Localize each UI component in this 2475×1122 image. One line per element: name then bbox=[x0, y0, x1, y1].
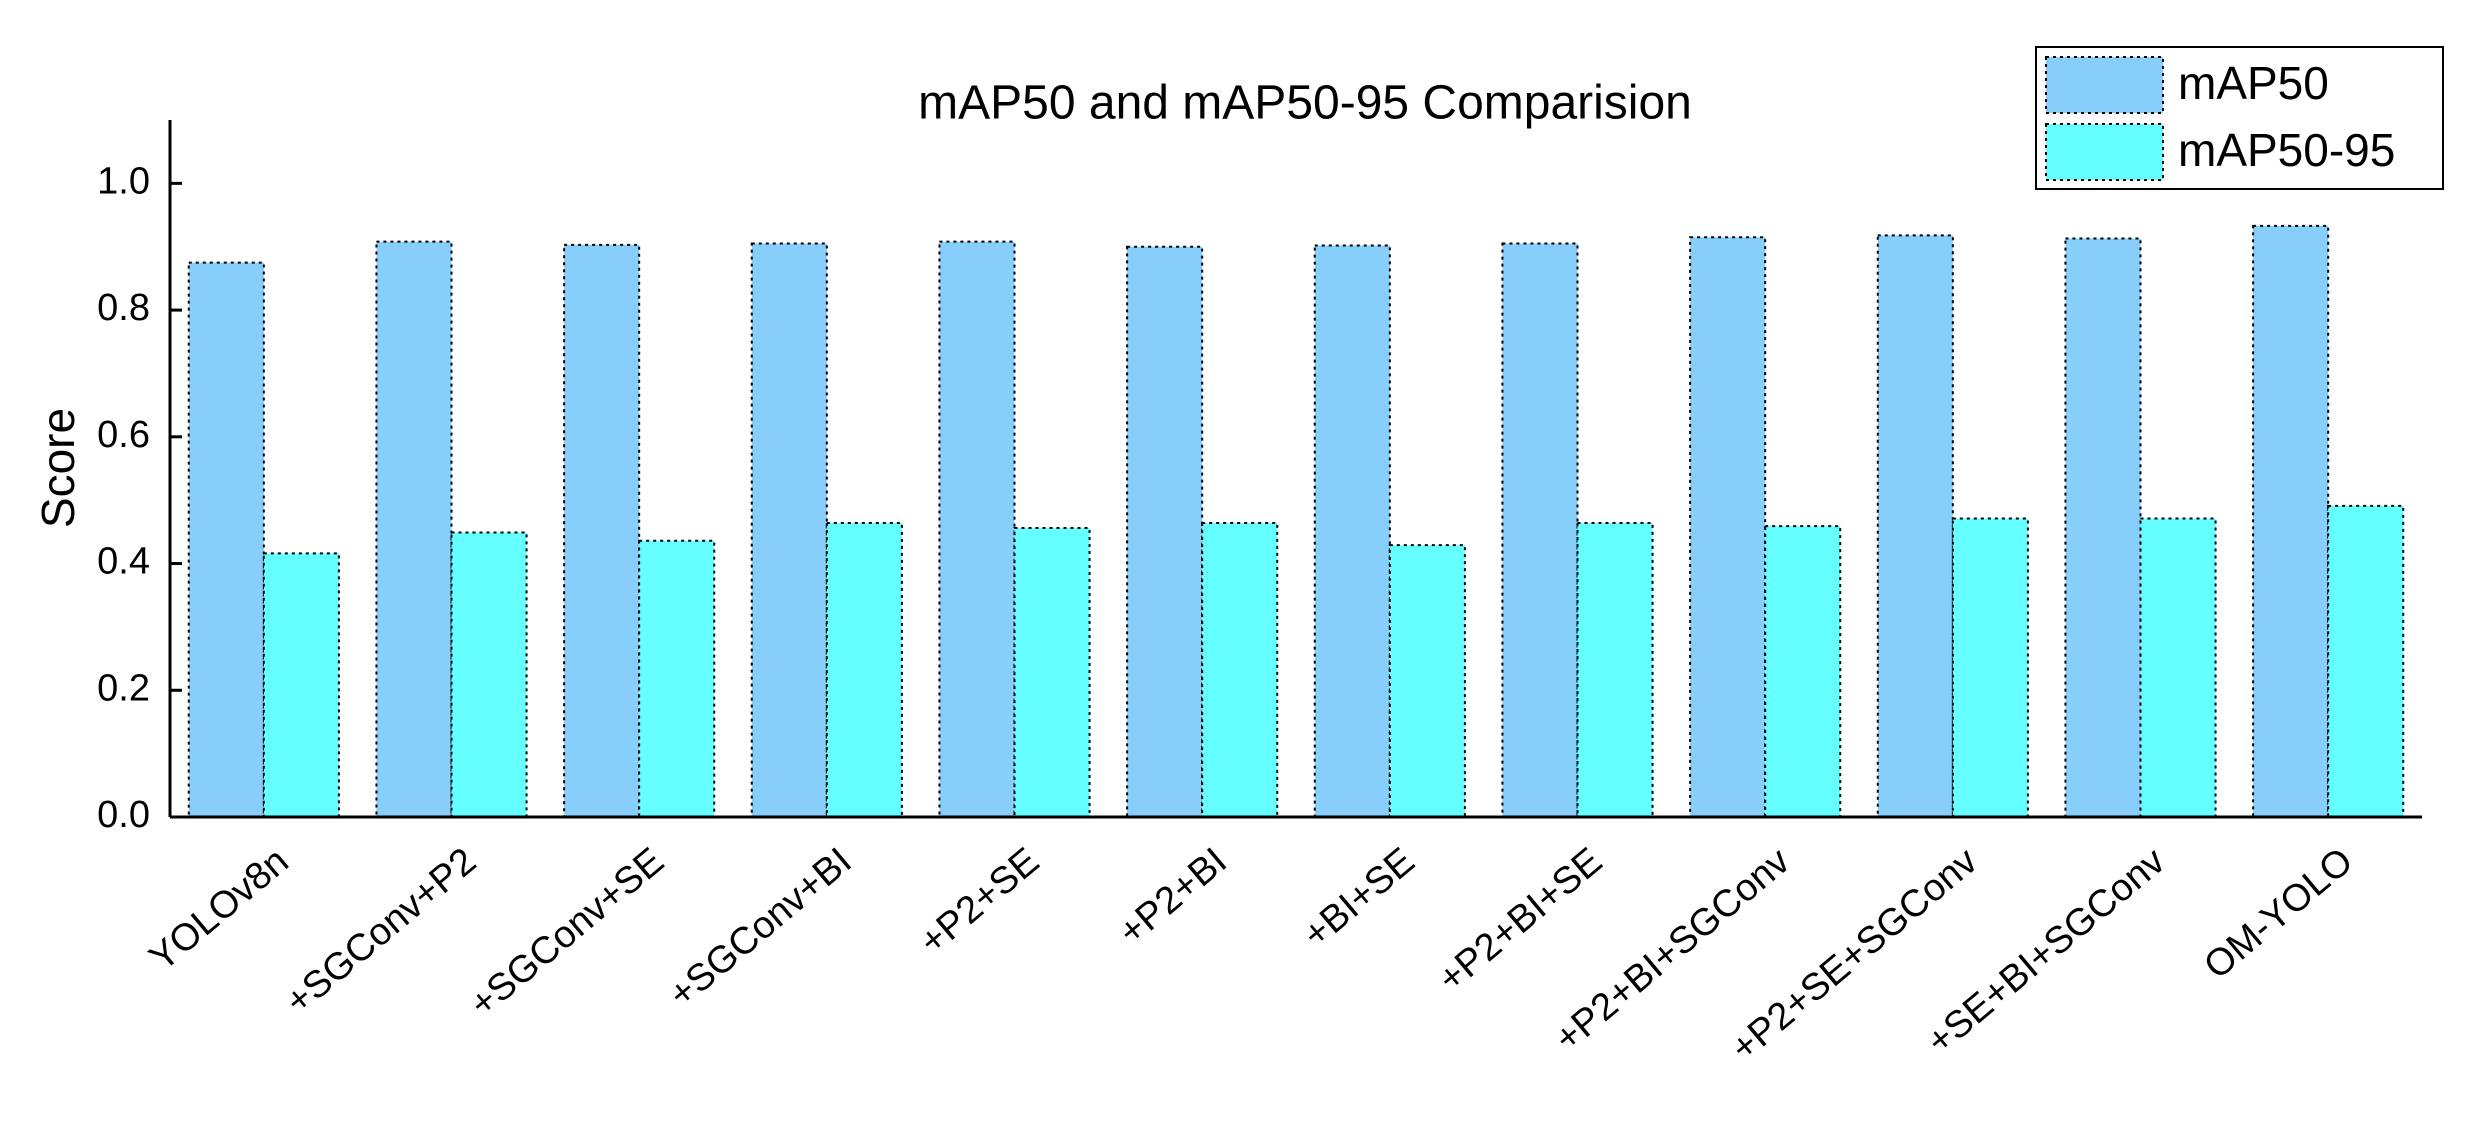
y-tick-label: 0.2 bbox=[97, 667, 150, 709]
x-tick-label: YOLOv8n bbox=[142, 840, 297, 979]
bar bbox=[1764, 525, 1842, 818]
bar bbox=[1201, 521, 1279, 818]
y-tick-label: 0.4 bbox=[97, 541, 150, 583]
x-tick-label: +BI+SE bbox=[1295, 840, 1422, 956]
y-tick-label: 0.6 bbox=[97, 414, 150, 456]
x-tick-label: +P2+BI+SE bbox=[1430, 840, 1610, 1001]
bar bbox=[563, 243, 641, 819]
bar bbox=[1951, 517, 2029, 818]
bar bbox=[1013, 527, 1091, 818]
bar bbox=[2327, 504, 2405, 818]
y-tick-label: 0.0 bbox=[97, 794, 150, 836]
bar bbox=[1126, 245, 1204, 818]
bar bbox=[2252, 224, 2330, 819]
bar bbox=[1876, 234, 1954, 818]
x-tick-label: +SGConv+BI bbox=[661, 840, 860, 1016]
bar bbox=[638, 539, 716, 818]
x-tick-label: OM-YOLO bbox=[2196, 840, 2360, 988]
bar bbox=[2064, 237, 2142, 819]
bar bbox=[825, 521, 903, 818]
x-tick-label: +P2+SE bbox=[912, 840, 1047, 963]
bar bbox=[2139, 517, 2217, 818]
bar bbox=[450, 531, 528, 818]
bar bbox=[1313, 244, 1391, 818]
bar bbox=[1501, 242, 1579, 819]
bar bbox=[187, 261, 265, 818]
bar bbox=[1689, 236, 1767, 819]
bar bbox=[262, 552, 340, 818]
x-tick-label: +P2+BI bbox=[1111, 840, 1235, 954]
x-tick-label: +SGConv+P2 bbox=[278, 840, 485, 1023]
legend-label: mAP50 bbox=[2178, 57, 2329, 109]
x-tick-label: +SGConv+SE bbox=[462, 840, 672, 1026]
y-tick-label: 1.0 bbox=[97, 160, 150, 202]
legend-label: mAP50-95 bbox=[2178, 124, 2395, 176]
chart-title: mAP50 and mAP50-95 Comparision bbox=[918, 77, 1692, 130]
y-axis-label: Score bbox=[32, 408, 84, 528]
legend-swatch bbox=[2045, 123, 2164, 181]
y-tick-label: 0.8 bbox=[97, 287, 150, 329]
bar bbox=[938, 240, 1016, 818]
bar bbox=[1388, 544, 1466, 818]
bar bbox=[375, 240, 453, 818]
bar bbox=[750, 242, 828, 819]
legend-swatch bbox=[2045, 56, 2164, 114]
bar bbox=[1576, 521, 1654, 818]
